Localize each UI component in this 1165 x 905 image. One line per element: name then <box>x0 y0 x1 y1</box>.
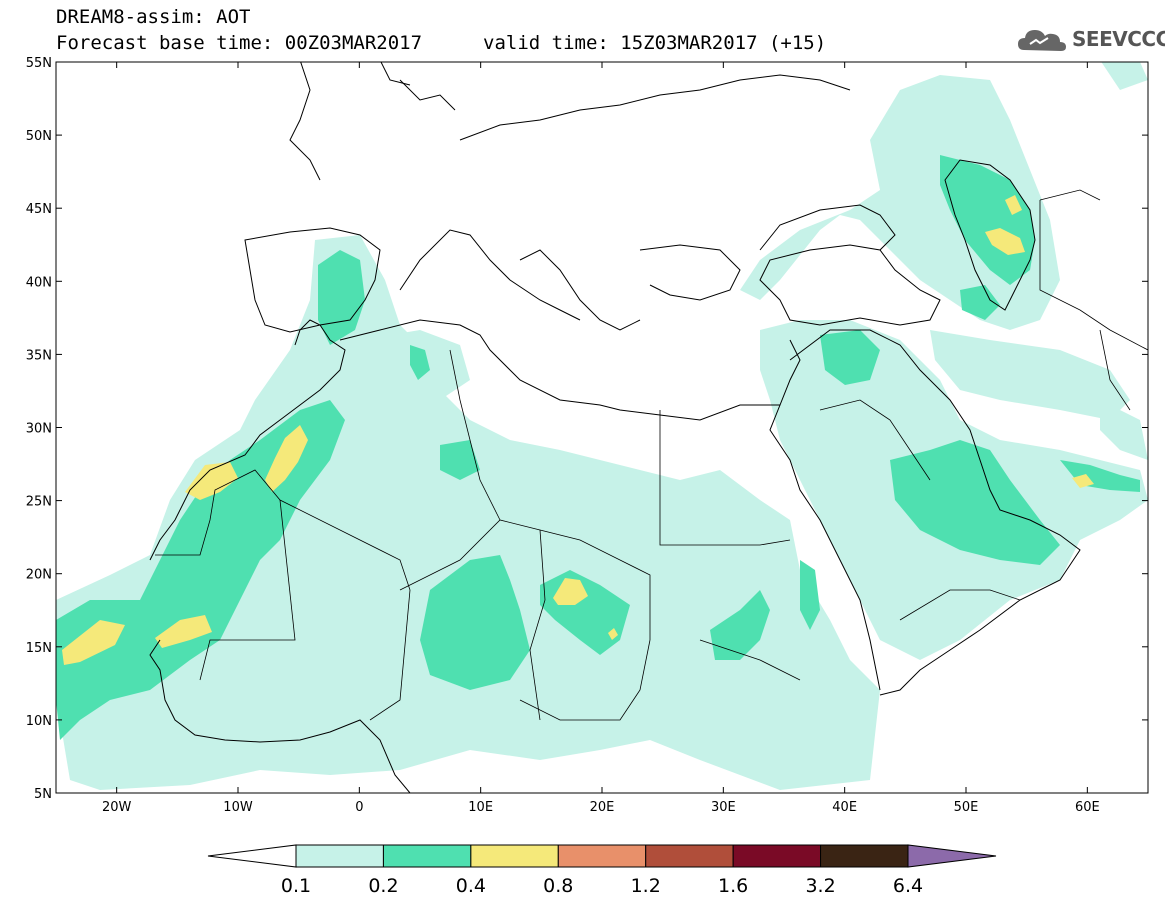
lat-label: 10N <box>26 714 52 729</box>
colorbar-bin <box>470 844 559 868</box>
lon-label: 50E <box>954 800 979 815</box>
colorbar-label: 0.2 <box>368 875 398 897</box>
colorbar-label: 0.4 <box>456 875 486 897</box>
aot-contour-0.4 <box>62 195 1094 665</box>
lon-label: 30E <box>711 800 736 815</box>
forecast-base-time: Forecast base time: 00Z03MAR2017 <box>56 32 423 54</box>
colorbar-label: 3.2 <box>805 875 835 897</box>
colorbar-bin <box>557 844 647 868</box>
lon-label: 10W <box>223 800 253 815</box>
colorbar-label: 6.4 <box>893 875 923 897</box>
lat-label: 50N <box>26 129 52 144</box>
colorbar-bin <box>820 844 909 868</box>
colorbar-label: 0.8 <box>543 875 573 897</box>
colorbar-bin <box>732 844 822 868</box>
seevccc-logo: SEEVCCC <box>1016 24 1165 56</box>
colorbar: 0.1 0.2 0.4 0.8 1.2 1.6 3.2 6.4 <box>207 844 997 897</box>
lat-label: 15N <box>26 641 52 656</box>
logo-text: SEEVCCC <box>1072 27 1165 51</box>
lat-label: 20N <box>26 568 52 583</box>
coastlines <box>149 62 1081 793</box>
colorbar-label: 1.6 <box>718 875 748 897</box>
lon-label: 0 <box>355 800 363 815</box>
lat-label: 25N <box>26 495 52 510</box>
valid-time: valid time: 15Z03MAR2017 (+15) <box>483 32 827 54</box>
latitude-axis: 55N 50N 45N 40N 35N 30N 25N 20N 15N 10N 5N <box>26 56 1148 802</box>
map-title: DREAM8-assim: AOT <box>56 6 251 28</box>
lon-label: 10E <box>468 800 493 815</box>
lat-label: 35N <box>26 348 52 363</box>
colorbar-label: 1.2 <box>631 875 661 897</box>
longitude-axis: 20W 10W 0 10E 20E 30E 40E 50E 60E <box>102 62 1100 815</box>
lon-label: 20E <box>590 800 615 815</box>
lat-label: 55N <box>26 56 52 71</box>
colorbar-bin <box>295 844 384 868</box>
colorbar-high-triangle <box>907 844 997 868</box>
lat-label: 30N <box>26 422 52 437</box>
colorbar-bin <box>645 844 734 868</box>
lat-label: 40N <box>26 275 52 290</box>
cloud-icon <box>1018 30 1066 51</box>
lon-label: 60E <box>1075 800 1100 815</box>
borders <box>155 189 1148 721</box>
lat-label: 45N <box>26 202 52 217</box>
lon-label: 40E <box>832 800 857 815</box>
lon-label: 20W <box>102 800 132 815</box>
colorbar-low-triangle <box>207 844 297 868</box>
aot-field <box>56 62 1148 790</box>
colorbar-bin <box>382 844 472 868</box>
colorbar-label: 0.1 <box>281 875 311 897</box>
lat-label: 5N <box>34 787 52 802</box>
